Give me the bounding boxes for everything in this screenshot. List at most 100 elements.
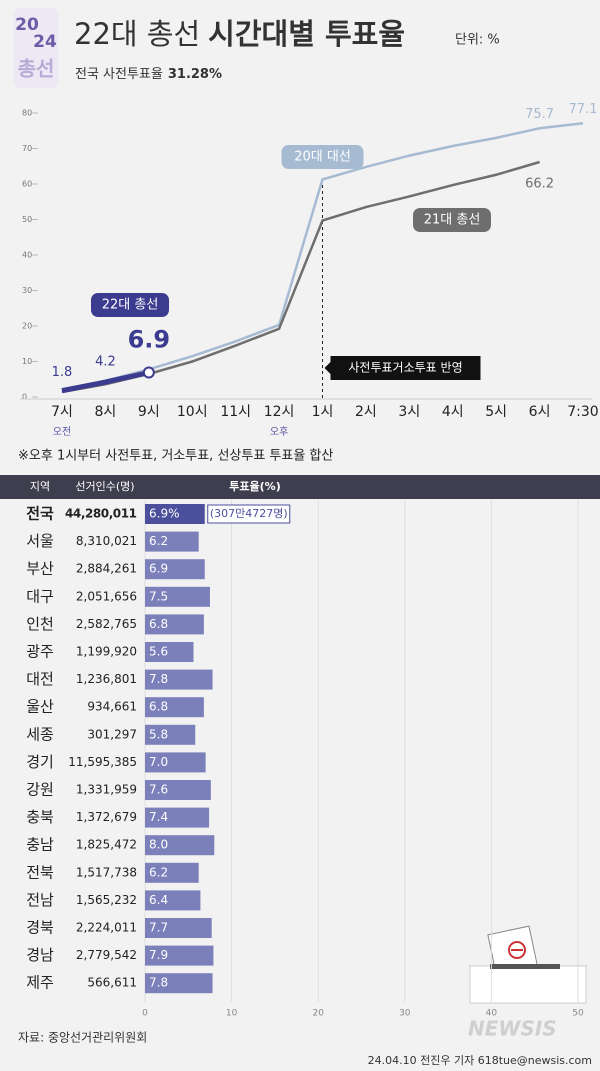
x-tick-label: 9시 [138,404,160,420]
subtitle-part: 전국 사전투표율 [75,67,163,82]
watermark: NEWSIS [468,1017,557,1041]
y-tick-label: 70 [22,144,32,153]
logo-text: 20 [15,15,39,35]
y-tick-label: 30 [22,286,32,295]
region: 전국 [26,505,54,523]
region: 충남 [26,836,54,854]
value-label: 6.4 [149,893,168,907]
electorate: 1,372,679 [76,810,137,824]
electorate: 566,611 [87,976,137,990]
source: 자료: 중앙선거관리위원회 [18,1031,147,1045]
x-tick-label: 1시 [312,404,334,420]
x-tick-label: 10 [226,1009,238,1019]
x-tick-label: 10시 [177,404,208,420]
region: 세종 [26,725,54,743]
annotation-box [207,504,291,524]
region: 대전 [26,670,54,688]
region: 제주 [26,974,54,992]
series-name: 20대 대선 [294,150,351,165]
electorate: 8,310,021 [76,534,137,548]
value-label: 8.0 [149,838,168,852]
bar [145,531,199,552]
value-label: 7.7 [149,921,168,935]
bar [145,559,205,580]
value-label: 7.0 [149,755,168,769]
value-label: 4.2 [95,355,116,370]
region: 경남 [26,946,54,964]
x-tick-label: 2시 [355,404,377,420]
x-tick-label: 3시 [398,404,420,420]
bar [145,586,210,607]
value-label: 6.9 [128,326,171,354]
electorate: 2,884,261 [76,562,137,576]
bar [145,835,215,856]
y-tick-label: 20 [22,322,32,331]
series-callout [281,145,364,169]
column-header: 투표율(%) [229,480,280,493]
annotation-pointer [324,362,331,374]
x-tick-label: 7시 [51,404,73,420]
y-tick-label: 40 [22,251,32,260]
x-tick-label: 5시 [485,404,507,420]
electorate: 2,779,542 [76,948,137,962]
electorate: 1,331,959 [76,783,137,797]
value-label: 6.8 [149,700,168,714]
region: 전북 [26,863,54,881]
region: 부산 [26,560,54,578]
value-label: 6.9% [149,507,180,521]
series-name: 22대 총선 [102,298,159,313]
title-part: 시간대별 투표율 [208,17,405,51]
title-part: 22대 총선 [74,17,200,51]
x-tick-label: 40 [486,1009,498,1019]
logo-text: 총선 [18,57,55,81]
electorate: 1,236,801 [76,672,137,686]
region: 경북 [26,919,54,937]
bar [145,918,212,938]
y-tick-label: 80 [22,109,32,118]
x-tick-label: 7:30 [567,404,598,420]
electorate: 11,595,385 [68,755,137,769]
value-label: 6.9 [149,562,168,576]
value-label: 5.8 [149,727,168,741]
x-tick-label: 8시 [95,404,117,420]
value-label: 66.2 [525,176,554,191]
bar [145,780,211,800]
logo-text: 24 [33,32,57,52]
x-tick-label: 4시 [442,404,464,420]
bar [145,697,204,718]
logo-bg [14,8,58,88]
value-label: 5.6 [149,645,168,659]
end-marker [142,366,155,379]
electorate: 1,565,232 [76,893,137,907]
annotation: 사전투표거소투표 반영 [348,361,462,375]
series-name: 21대 총선 [424,213,481,228]
bar [145,642,194,662]
series-callout [413,208,491,232]
value-label: 7.6 [149,783,168,797]
y-tick-label: 0 [22,393,27,402]
bar [145,890,201,911]
series-line [61,370,150,394]
bar [145,669,213,690]
electorate: 1,199,920 [76,645,137,659]
value-label: 77.1 [569,102,598,117]
bar [145,752,206,773]
value-label: 7.8 [149,976,168,990]
bar [145,807,210,828]
value-label: 6.8 [149,617,168,631]
credit: 24.04.10 전진우 기자 618tue@newsis.com [368,1054,592,1067]
electorate: 2,582,765 [76,617,137,631]
column-header: 선거인수(명) [75,480,134,493]
electorate: 2,224,011 [76,921,137,935]
series-callout [91,293,169,317]
region: 광주 [26,643,54,661]
electorate: 44,280,011 [65,507,137,521]
bar [145,504,205,524]
x-tick-label: 0 [142,1009,148,1019]
region: 울산 [26,698,54,716]
y-tick-label: 50 [22,215,32,224]
y-tick-label: 10 [22,357,32,366]
bar [145,973,213,994]
